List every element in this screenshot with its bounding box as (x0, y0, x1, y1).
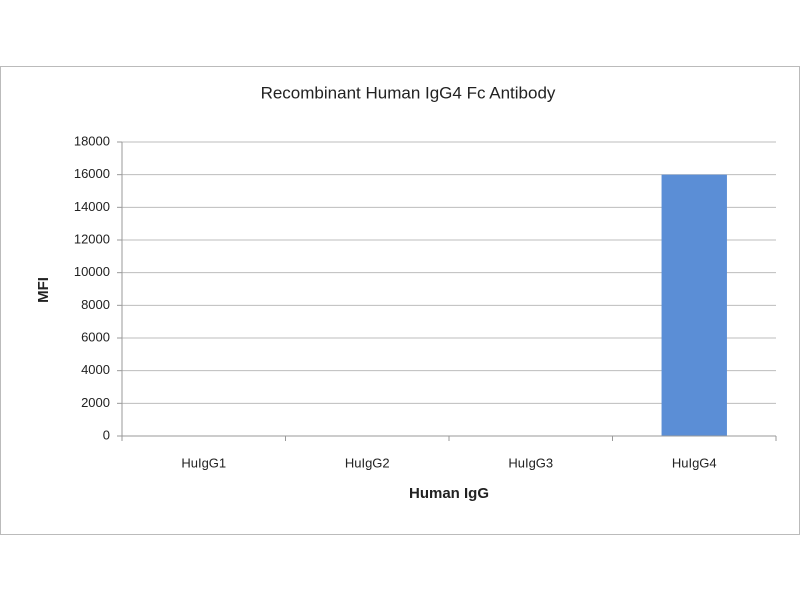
x-tick-label: HuIgG2 (345, 455, 390, 470)
x-axis-title: Human IgG (409, 485, 489, 502)
y-tick-label: 6000 (81, 329, 110, 344)
y-tick-label: 0 (103, 427, 110, 442)
y-tick-label: 4000 (81, 362, 110, 377)
y-tick-label: 8000 (81, 297, 110, 312)
y-tick-label: 12000 (74, 231, 110, 246)
x-tick-label: HuIgG4 (672, 455, 717, 470)
y-tick-label: 10000 (74, 264, 110, 279)
y-tick-label: 16000 (74, 166, 110, 181)
chart-title: Recombinant Human IgG4 Fc Antibody (261, 83, 556, 102)
y-axis-title: MFI (35, 277, 52, 303)
bar (661, 174, 727, 436)
x-tick-label: HuIgG3 (508, 455, 553, 470)
y-tick-label: 18000 (74, 133, 110, 148)
x-tick-label: HuIgG1 (181, 455, 226, 470)
y-tick-label: 14000 (74, 199, 110, 214)
y-tick-label: 2000 (81, 395, 110, 410)
